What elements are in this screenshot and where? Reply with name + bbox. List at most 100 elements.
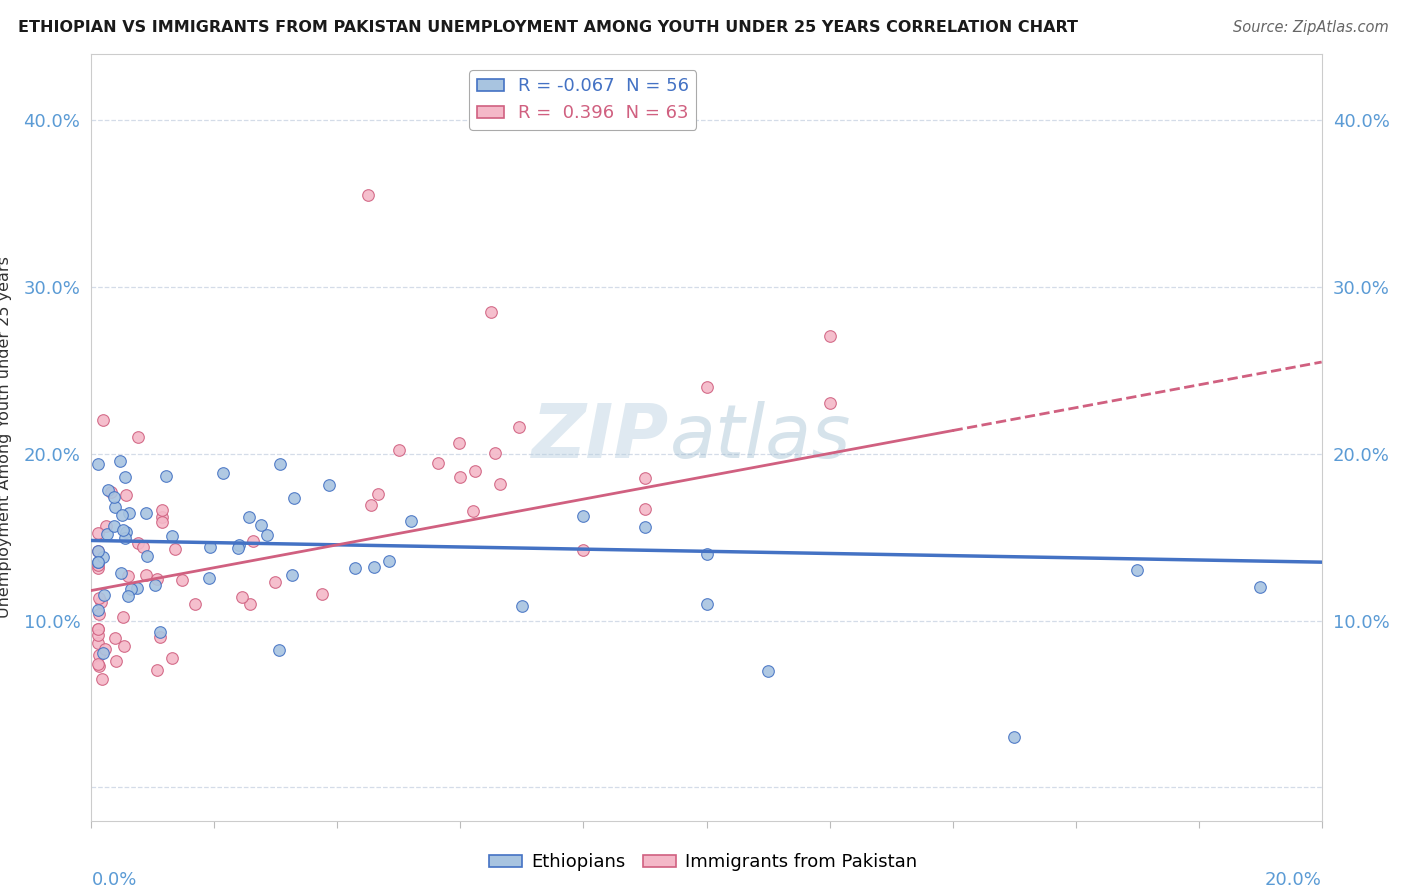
Point (264, 574, 287, 589)
Point (86, 628, 108, 642)
Point (89, 607, 111, 621)
Point (378, 554, 401, 568)
Point (231, 590, 253, 604)
Point (90, 595, 112, 609)
Point (93, 588, 115, 602)
Point (111, 508, 134, 522)
Point (86, 657, 108, 671)
Point (183, 597, 205, 611)
Point (114, 525, 136, 540)
Point (449, 435, 471, 450)
Point (464, 465, 486, 479)
Point (367, 486, 389, 500)
Point (150, 503, 173, 517)
Point (112, 524, 135, 538)
Point (86, 603, 108, 617)
Point (1249, 580, 1271, 594)
Point (198, 571, 221, 585)
Point (1126, 564, 1149, 578)
Point (110, 566, 132, 580)
Point (634, 471, 657, 485)
Point (86, 622, 108, 636)
Point (86, 623, 108, 637)
Point (117, 589, 139, 603)
Point (165, 542, 187, 557)
Legend: R = -0.067  N = 56, R =  0.396  N = 63: R = -0.067 N = 56, R = 0.396 N = 63 (470, 70, 696, 129)
Point (104, 631, 127, 645)
Point (117, 569, 139, 583)
Point (818, 396, 841, 410)
Text: ETHIOPIAN VS IMMIGRANTS FROM PAKISTAN UNEMPLOYMENT AMONG YOUTH UNDER 25 YEARS CO: ETHIOPIAN VS IMMIGRANTS FROM PAKISTAN UN… (18, 20, 1078, 35)
Point (198, 540, 221, 554)
Y-axis label: Unemployment Among Youth under 25 years: Unemployment Among Youth under 25 years (0, 256, 13, 618)
Point (91, 413, 114, 427)
Point (89, 648, 111, 663)
Point (86, 555, 108, 569)
Point (146, 664, 169, 678)
Point (86, 636, 108, 650)
Point (104, 500, 127, 515)
Point (89, 659, 111, 673)
Point (160, 651, 183, 665)
Point (114, 488, 136, 502)
Text: atlas: atlas (669, 401, 851, 473)
Point (97, 483, 120, 497)
Point (127, 536, 149, 550)
Point (242, 533, 264, 548)
Text: 20.0%: 20.0% (1265, 871, 1322, 888)
Point (696, 597, 718, 611)
Text: Source: ZipAtlas.com: Source: ZipAtlas.com (1233, 20, 1389, 35)
Point (91, 672, 114, 686)
Point (344, 561, 367, 575)
Point (461, 504, 484, 518)
Point (86, 544, 108, 558)
Point (96, 526, 118, 541)
Point (311, 587, 333, 601)
Point (127, 430, 149, 444)
Point (152, 515, 174, 529)
Point (281, 567, 304, 582)
Point (91, 550, 114, 565)
Point (160, 529, 183, 543)
Point (108, 454, 131, 468)
Point (132, 541, 155, 555)
Point (86, 457, 108, 471)
Point (572, 508, 595, 523)
Point (94, 519, 117, 533)
Point (256, 528, 278, 542)
Point (756, 664, 779, 678)
Text: ZIP: ZIP (533, 401, 669, 474)
Point (114, 470, 136, 484)
Point (283, 491, 305, 505)
Point (152, 509, 174, 524)
Point (86, 526, 108, 541)
Point (125, 582, 148, 596)
Point (484, 446, 506, 460)
Point (634, 502, 657, 516)
Text: 0.0%: 0.0% (91, 871, 136, 888)
Point (118, 506, 141, 520)
Point (510, 599, 533, 613)
Point (146, 572, 169, 586)
Legend: Ethiopians, Immigrants from Pakistan: Ethiopians, Immigrants from Pakistan (482, 847, 924, 879)
Point (105, 654, 128, 668)
Point (363, 559, 385, 574)
Point (89, 591, 111, 605)
Point (634, 519, 657, 533)
Point (170, 573, 193, 587)
Point (100, 485, 122, 500)
Point (239, 597, 262, 611)
Point (86, 544, 108, 558)
Point (250, 517, 273, 532)
Point (572, 542, 595, 557)
Point (479, 305, 502, 319)
Point (360, 498, 382, 512)
Point (226, 541, 249, 555)
Point (696, 547, 718, 561)
Point (388, 443, 411, 458)
Point (103, 519, 125, 533)
Point (120, 582, 142, 597)
Point (143, 578, 166, 592)
Point (426, 456, 449, 470)
Point (238, 510, 260, 524)
